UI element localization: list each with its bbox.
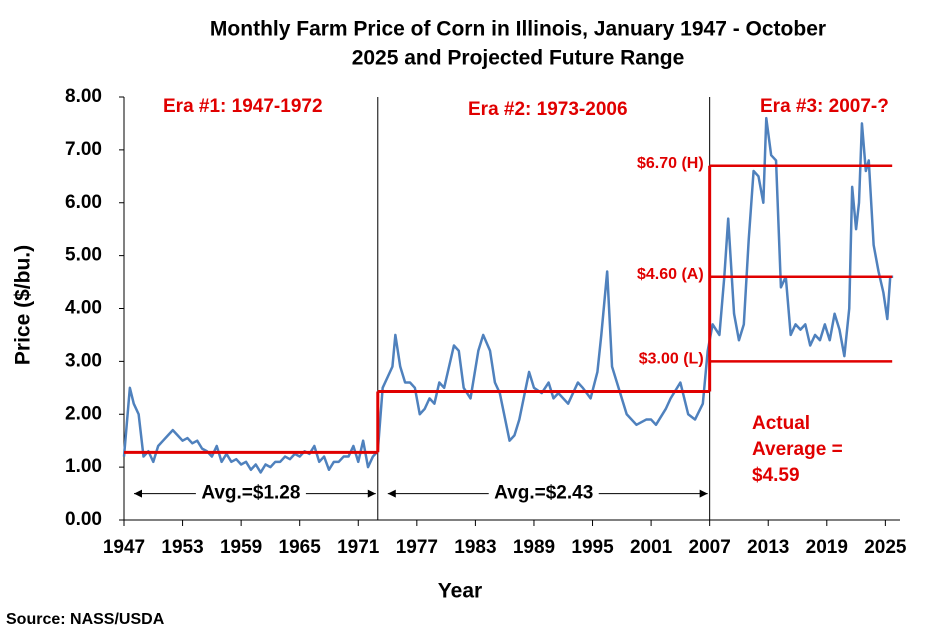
x-tick-label: 1947 bbox=[103, 537, 145, 558]
y-tick-label: 4.00 bbox=[65, 298, 102, 319]
x-axis-label: Year bbox=[438, 580, 482, 603]
y-tick-label: 0.00 bbox=[65, 509, 102, 530]
era-label: Era #1: 1947-1972 bbox=[163, 96, 323, 117]
x-tick-label: 1971 bbox=[337, 537, 380, 558]
y-tick-label: 7.00 bbox=[65, 139, 102, 160]
x-tick-label: 1977 bbox=[396, 537, 438, 558]
arrow-head bbox=[367, 489, 376, 498]
y-axis-label: Price ($/bu.) bbox=[12, 245, 35, 365]
annotation: Average = bbox=[752, 439, 843, 460]
x-tick-label: 1953 bbox=[161, 537, 203, 558]
projection-label: $6.70 (H) bbox=[637, 155, 704, 172]
chart-title: Monthly Farm Price of Corn in Illinois, … bbox=[210, 18, 826, 41]
projection-label: $3.00 (L) bbox=[639, 351, 704, 368]
x-tick-label: 2001 bbox=[630, 537, 673, 558]
y-tick-label: 1.00 bbox=[65, 456, 102, 477]
y-tick-label: 3.00 bbox=[65, 350, 102, 371]
x-tick-label: 2019 bbox=[806, 537, 848, 558]
average-label: Avg.=$1.28 bbox=[201, 483, 300, 504]
y-tick-label: 5.00 bbox=[65, 245, 102, 266]
y-tick-label: 2.00 bbox=[65, 403, 102, 424]
chart-title: 2025 and Projected Future Range bbox=[352, 47, 685, 70]
x-tick-label: 1959 bbox=[220, 537, 262, 558]
era-label: Era #2: 1973-2006 bbox=[468, 99, 628, 120]
x-tick-label: 2013 bbox=[747, 537, 789, 558]
x-tick-label: 1989 bbox=[513, 537, 555, 558]
x-tick-label: 1965 bbox=[279, 537, 322, 558]
arrow-head bbox=[387, 489, 396, 498]
annotation: $4.59 bbox=[752, 465, 800, 486]
projection-label: $4.60 (A) bbox=[637, 266, 704, 283]
x-tick-label: 2007 bbox=[689, 537, 731, 558]
y-tick-label: 8.00 bbox=[65, 86, 102, 107]
arrow-head bbox=[134, 489, 142, 498]
x-tick-label: 1995 bbox=[571, 537, 614, 558]
y-tick-label: 6.00 bbox=[65, 192, 102, 213]
x-tick-label: 1983 bbox=[454, 537, 496, 558]
annotation: Actual bbox=[752, 413, 810, 434]
x-tick-label: 2025 bbox=[864, 537, 907, 558]
price-line bbox=[122, 116, 894, 474]
source: Source: NASS/USDA bbox=[6, 611, 165, 628]
era-label: Era #3: 2007-? bbox=[760, 96, 889, 117]
arrow-head bbox=[699, 489, 708, 498]
average-label: Avg.=$2.43 bbox=[494, 483, 593, 504]
